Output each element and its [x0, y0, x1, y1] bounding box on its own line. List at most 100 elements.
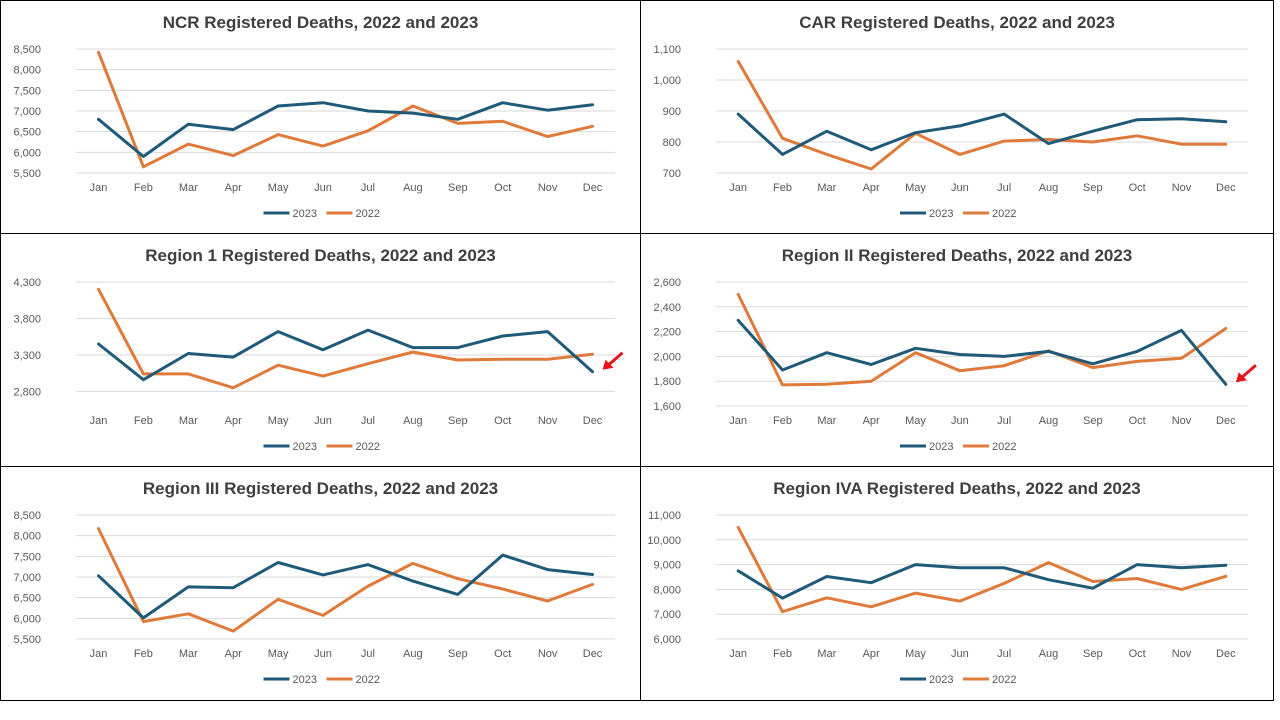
y-tick-label: 6,000	[13, 613, 41, 625]
series-line-2023	[736, 318, 1228, 386]
x-tick-label: Jul	[361, 182, 375, 194]
chart-panel-region-2: Region II Registered Deaths, 2022 and 20…	[640, 233, 1274, 467]
x-tick-label: Apr	[225, 648, 242, 660]
x-tick-label: May	[905, 648, 926, 660]
legend-label-2023: 2023	[293, 674, 317, 686]
x-tick-label: Jan	[729, 182, 747, 194]
x-tick-label: Sep	[1083, 648, 1103, 660]
chart-panel-car: CAR Registered Deaths, 2022 and 2023 700 8…	[640, 0, 1274, 234]
y-tick-label: 1,800	[653, 376, 681, 388]
line-chart-svg: Region IVA Registered Deaths, 2022 and 2…	[647, 479, 1248, 686]
y-tick-label: 8,500	[13, 510, 41, 522]
x-tick-label: Jul	[361, 415, 375, 427]
y-tick-label: 7,000	[653, 609, 681, 621]
x-tick-label: Nov	[538, 415, 558, 427]
y-tick-label: 6,500	[13, 593, 41, 605]
x-tick-label: Aug	[1039, 415, 1059, 427]
x-tick-label: Feb	[773, 648, 792, 660]
x-tick-label: Dec	[583, 648, 603, 660]
x-tick-label: Sep	[448, 415, 468, 427]
x-tick-label: Sep	[1083, 415, 1103, 427]
chart-title: CAR Registered Deaths, 2022 and 2023	[799, 13, 1115, 32]
chart-panel-region-1: Region 1 Registered Deaths, 2022 and 202…	[0, 233, 641, 467]
legend-label-2022: 2022	[992, 674, 1016, 686]
x-tick-label: May	[268, 648, 289, 660]
x-tick-label: Jun	[951, 648, 969, 660]
y-tick-label: 6,000	[653, 634, 681, 646]
x-tick-label: Sep	[1083, 182, 1103, 194]
x-tick-label: Dec	[583, 415, 603, 427]
y-tick-label: 8,000	[13, 531, 41, 543]
x-tick-label: Dec	[1216, 415, 1236, 427]
line-chart-svg: CAR Registered Deaths, 2022 and 2023 700 8…	[653, 13, 1248, 220]
legend-label-2023: 2023	[929, 441, 953, 453]
y-tick-label: 2,800	[13, 386, 41, 398]
y-tick-label: 7,000	[13, 106, 41, 118]
series-line-2022	[97, 50, 594, 169]
y-tick-label: 6,000	[13, 147, 41, 159]
line-chart-svg: NCR Registered Deaths, 2022 and 2023 5,50…	[13, 13, 615, 220]
x-tick-label: Oct	[1129, 648, 1146, 660]
x-tick-label: Jun	[314, 182, 332, 194]
series-line-2022	[736, 292, 1228, 387]
x-tick-label: Jun	[951, 415, 969, 427]
x-tick-label: Feb	[134, 648, 153, 660]
x-tick-label: Apr	[863, 182, 880, 194]
x-tick-label: Feb	[773, 415, 792, 427]
legend-label-2023: 2023	[293, 208, 317, 220]
x-tick-label: Oct	[1129, 415, 1146, 427]
chart-title: Region 1 Registered Deaths, 2022 and 202…	[145, 246, 496, 265]
y-tick-label: 700	[663, 168, 681, 180]
legend-label-2022: 2022	[356, 674, 380, 686]
x-tick-label: Mar	[179, 415, 198, 427]
legend-label-2022: 2022	[356, 208, 380, 220]
x-tick-label: Jan	[90, 182, 108, 194]
y-tick-label: 8,000	[653, 584, 681, 596]
x-tick-label: Dec	[1216, 182, 1236, 194]
y-tick-label: 800	[663, 137, 681, 149]
y-tick-label: 8,000	[13, 65, 41, 77]
y-tick-label: 7,500	[13, 85, 41, 97]
chart-panel-ncr: NCR Registered Deaths, 2022 and 2023 5,50…	[0, 0, 641, 234]
legend-label-2023: 2023	[929, 674, 953, 686]
y-tick-label: 4,300	[13, 277, 41, 289]
legend-label-2022: 2022	[992, 441, 1016, 453]
series-line-2022	[97, 287, 594, 390]
legend-label-2022: 2022	[992, 208, 1016, 220]
y-tick-label: 3,800	[13, 313, 41, 325]
y-tick-label: 8,500	[13, 44, 41, 56]
series-line-2023	[736, 563, 1228, 600]
y-tick-label: 7,500	[13, 551, 41, 563]
y-tick-label: 5,500	[13, 168, 41, 180]
x-tick-label: Mar	[179, 182, 198, 194]
y-tick-label: 7,000	[13, 572, 41, 584]
series-line-2023	[97, 101, 594, 158]
x-tick-label: Dec	[583, 182, 603, 194]
y-tick-label: 1,600	[653, 401, 681, 413]
x-tick-label: Apr	[225, 415, 242, 427]
x-tick-label: Mar	[817, 415, 836, 427]
chart-title: Region III Registered Deaths, 2022 and 2…	[143, 479, 498, 498]
x-tick-label: Jun	[314, 415, 332, 427]
x-tick-label: Jul	[997, 415, 1011, 427]
line-chart-svg: Region III Registered Deaths, 2022 and 2…	[13, 479, 615, 686]
x-tick-label: Jan	[90, 648, 108, 660]
y-tick-label: 3,300	[13, 350, 41, 362]
legend-label-2022: 2022	[356, 441, 380, 453]
x-tick-label: Nov	[1172, 182, 1192, 194]
x-tick-label: Feb	[134, 182, 153, 194]
x-tick-label: Mar	[817, 182, 836, 194]
x-tick-label: Jul	[361, 648, 375, 660]
x-tick-label: Jun	[951, 182, 969, 194]
x-tick-label: Sep	[448, 182, 468, 194]
series-line-2022	[736, 59, 1228, 171]
x-tick-label: Aug	[403, 182, 423, 194]
y-tick-label: 1,000	[653, 75, 681, 87]
x-tick-label: Aug	[403, 648, 423, 660]
x-tick-label: Oct	[494, 182, 511, 194]
x-tick-label: Sep	[448, 648, 468, 660]
x-tick-label: Nov	[538, 182, 558, 194]
y-tick-label: 900	[663, 106, 681, 118]
line-chart-svg: Region II Registered Deaths, 2022 and 20…	[653, 246, 1257, 453]
chart-panel-region-4a: Region IVA Registered Deaths, 2022 and 2…	[640, 466, 1274, 701]
